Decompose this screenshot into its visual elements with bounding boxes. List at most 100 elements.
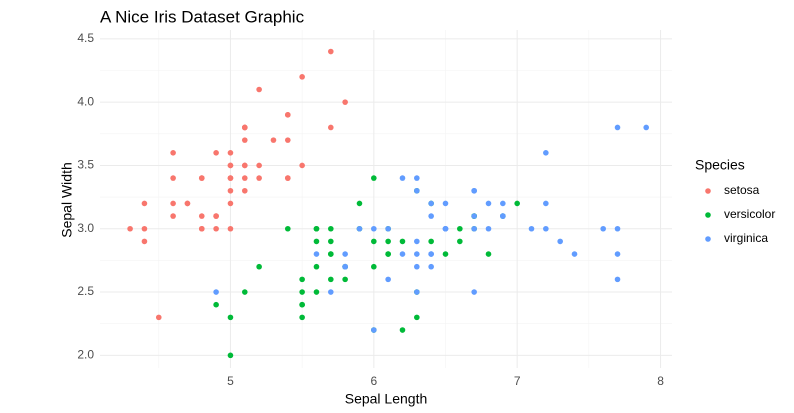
point [414, 251, 420, 257]
x-tick-label: 7 [514, 374, 521, 388]
point [328, 238, 334, 245]
point [170, 149, 176, 156]
point [356, 225, 363, 232]
point [241, 124, 248, 131]
point [543, 200, 549, 207]
y-tick-label: 2.0 [77, 348, 94, 362]
point [256, 86, 262, 93]
point [328, 289, 334, 295]
point [414, 314, 420, 321]
point [227, 162, 234, 169]
point [614, 276, 621, 283]
point [256, 162, 262, 169]
legend-label: setosa [724, 183, 760, 197]
point [428, 263, 434, 270]
point [385, 276, 391, 283]
point [299, 74, 305, 80]
point [284, 225, 291, 232]
point [356, 200, 363, 207]
point [414, 289, 420, 295]
point [342, 263, 348, 270]
point [414, 238, 420, 245]
point [399, 175, 406, 181]
point [227, 352, 234, 359]
legend-label: virginica [724, 231, 768, 245]
point [328, 251, 334, 257]
point [571, 251, 578, 257]
point [170, 213, 176, 219]
point [141, 238, 148, 245]
point [471, 225, 477, 232]
point [184, 200, 191, 207]
point [328, 225, 334, 232]
point [342, 99, 348, 105]
point [457, 225, 463, 232]
point [170, 200, 176, 207]
point [198, 175, 205, 181]
point [227, 187, 234, 194]
legend-marker [705, 212, 711, 218]
y-tick-label: 4.0 [77, 94, 94, 108]
point [371, 225, 377, 232]
point [299, 314, 305, 321]
point [342, 276, 348, 283]
point [299, 301, 305, 308]
point [428, 251, 434, 257]
y-tick-label: 4.5 [77, 31, 94, 45]
x-axis-title: Sepal Length [345, 391, 428, 407]
point [270, 137, 277, 143]
y-tick-label: 3.0 [77, 221, 94, 235]
point [399, 238, 406, 245]
point [299, 162, 305, 169]
point [313, 263, 320, 270]
point [385, 251, 391, 257]
point [241, 175, 248, 181]
point [213, 289, 219, 295]
point [213, 213, 219, 219]
point [414, 263, 420, 270]
point [127, 225, 133, 232]
point [528, 225, 535, 232]
point [471, 213, 477, 219]
point [371, 327, 377, 333]
point [328, 48, 334, 55]
point [241, 187, 248, 194]
legend-marker [705, 188, 711, 194]
point [442, 251, 449, 257]
legend-marker [705, 236, 711, 242]
x-tick-label: 8 [657, 374, 664, 388]
point [284, 175, 291, 181]
point [284, 137, 291, 143]
point [442, 225, 449, 232]
point [241, 137, 248, 143]
legend-title: Species [695, 157, 745, 173]
point [371, 238, 377, 245]
point [643, 124, 649, 131]
point [614, 124, 621, 131]
point [471, 289, 477, 295]
point [471, 187, 477, 194]
point [213, 225, 219, 232]
point [227, 200, 234, 207]
point [227, 314, 234, 321]
point [414, 187, 420, 194]
point [328, 276, 334, 283]
point [485, 251, 492, 257]
point [385, 225, 391, 232]
point [614, 251, 621, 257]
y-tick-label: 3.5 [77, 158, 94, 172]
point [198, 213, 205, 219]
point [213, 301, 219, 308]
x-tick-label: 5 [227, 374, 234, 388]
chart-title: A Nice Iris Dataset Graphic [100, 7, 305, 26]
point [428, 213, 434, 219]
point [514, 200, 520, 207]
point [284, 112, 291, 118]
point [213, 149, 219, 156]
point [313, 225, 320, 232]
point [414, 175, 420, 181]
point [428, 200, 434, 207]
point [500, 200, 506, 207]
point [399, 251, 406, 257]
